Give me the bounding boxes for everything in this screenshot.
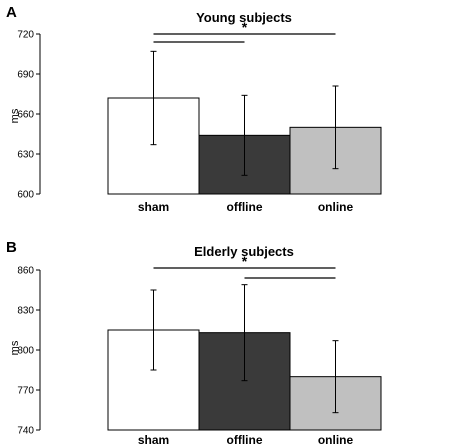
category-label-offline: offline xyxy=(227,200,263,214)
y-tick-label: 860 xyxy=(17,266,34,277)
panel-b-marks: 740 770 800 830 860 sham offline online * xyxy=(17,253,382,447)
y-tick-label: 720 xyxy=(17,30,34,41)
panel-a: A Young subjects ms 600 630 660 690 720 sham o… xyxy=(6,4,382,214)
category-label-online: online xyxy=(318,433,354,447)
category-label-online: online xyxy=(318,200,354,214)
panel-a-ylabel: ms xyxy=(9,108,21,123)
panel-b-title: Elderly subjects xyxy=(194,244,294,259)
panel-a-title: Young subjects xyxy=(196,10,292,25)
category-label-offline: offline xyxy=(227,433,263,447)
y-tick-label: 600 xyxy=(17,190,34,201)
panel-a-letter: A xyxy=(6,4,17,21)
y-tick-label: 800 xyxy=(17,346,34,357)
panel-a-marks: 600 630 660 690 720 sham offline online * xyxy=(17,19,382,214)
y-tick-label: 770 xyxy=(17,386,34,397)
panel-b: B Elderly subjects ms 740 770 800 830 860 sha… xyxy=(6,239,382,447)
bar-sham xyxy=(107,97,200,195)
category-label-sham: sham xyxy=(138,433,169,447)
y-tick-label: 740 xyxy=(17,426,34,437)
significance-star: * xyxy=(242,19,248,35)
category-label-sham: sham xyxy=(138,200,169,214)
y-tick-label: 690 xyxy=(17,70,34,81)
significance-star: * xyxy=(242,253,248,269)
panel-b-ylabel: ms xyxy=(9,340,21,355)
y-tick-label: 630 xyxy=(17,150,34,161)
panel-b-letter: B xyxy=(6,239,17,256)
y-tick-label: 830 xyxy=(17,306,34,317)
y-tick-label: 660 xyxy=(17,110,34,121)
